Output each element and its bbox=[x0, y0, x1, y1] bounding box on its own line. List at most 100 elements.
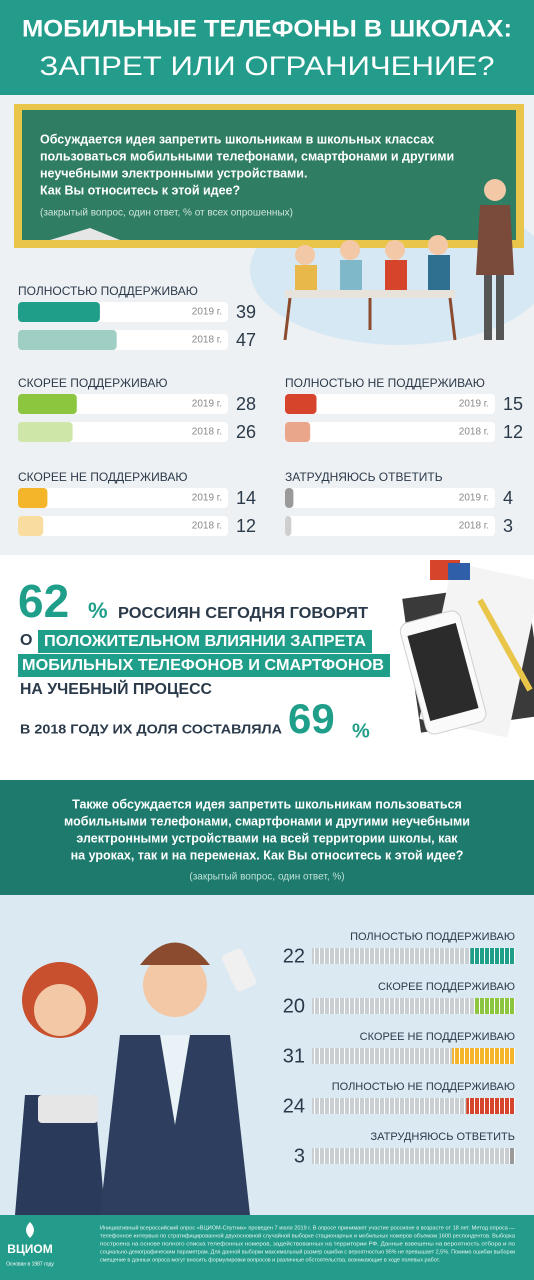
highlight-text: РОССИЯН СЕГОДНЯ ГОВОРЯТ bbox=[118, 605, 368, 622]
decor bbox=[15, 1095, 105, 1215]
segment-overlay bbox=[312, 1098, 515, 1114]
series-label: 2018 г. bbox=[459, 427, 489, 438]
decor bbox=[484, 179, 506, 201]
footer-bg bbox=[0, 1215, 534, 1280]
value-label: 24 bbox=[283, 1095, 305, 1117]
highlight-text: ПОЛОЖИТЕЛЬНОМ ВЛИЯНИИ ЗАПРЕТА bbox=[44, 633, 366, 650]
prior-text: В 2018 ГОДУ ИХ ДОЛЯ СОСТАВЛЯЛА bbox=[20, 721, 283, 736]
series-label: 2018 г. bbox=[192, 521, 222, 532]
prior-value: 69 bbox=[288, 695, 335, 742]
highlight-box bbox=[38, 630, 372, 653]
decor bbox=[476, 205, 514, 275]
bar bbox=[285, 488, 294, 508]
footer-text: социально-демографическим параметрам. Дл… bbox=[100, 1248, 515, 1255]
value-label: 3 bbox=[294, 1145, 305, 1167]
segment-overlay bbox=[312, 1048, 515, 1064]
header-bg bbox=[0, 0, 534, 95]
value-label: 47 bbox=[236, 330, 256, 350]
value-label: 12 bbox=[503, 422, 523, 442]
series-label: 2019 г. bbox=[459, 399, 489, 410]
value-label: 22 bbox=[283, 945, 305, 967]
series-label: 2019 г. bbox=[192, 493, 222, 504]
highlight-text: НА УЧЕБНЫЙ ПРОЦЕСС bbox=[20, 679, 212, 698]
bar bbox=[285, 422, 311, 442]
value-label: 12 bbox=[236, 516, 256, 536]
question-line: пользоваться мобильными телефонами, смар… bbox=[40, 149, 454, 163]
highlight-value: 62 bbox=[18, 575, 69, 627]
footer-text: построена на основе полного списка телеф… bbox=[100, 1240, 515, 1247]
series-label: 2019 г. bbox=[192, 399, 222, 410]
logo-tagline: Основан в 1987 году bbox=[6, 1261, 54, 1267]
value-label: 31 bbox=[283, 1045, 305, 1067]
category-label: СКОРЕЕ НЕ ПОДДЕРЖИВАЮ bbox=[18, 470, 187, 484]
segment-overlay bbox=[312, 948, 515, 964]
series-label: 2018 г. bbox=[192, 335, 222, 346]
decor bbox=[34, 984, 86, 1036]
value-label: 20 bbox=[283, 995, 305, 1017]
question-note: (закрытый вопрос, один ответ, %) bbox=[189, 872, 344, 883]
category-label: ЗАТРУДНЯЮСЬ ОТВЕТИТЬ bbox=[371, 1131, 516, 1143]
decor bbox=[295, 255, 450, 290]
highlight-text: О bbox=[20, 632, 32, 649]
question-note: (закрытый вопрос, один ответ, % от всех … bbox=[40, 208, 293, 219]
bar bbox=[18, 516, 44, 536]
series-label: 2019 г. bbox=[192, 307, 222, 318]
category-label: ЗАТРУДНЯЮСЬ ОТВЕТИТЬ bbox=[285, 470, 443, 484]
bar-track bbox=[18, 516, 228, 536]
segment-overlay bbox=[312, 1148, 515, 1164]
logo-icon bbox=[26, 1222, 34, 1238]
series-label: 2019 г. bbox=[459, 493, 489, 504]
bar bbox=[285, 394, 317, 414]
series-label: 2018 г. bbox=[192, 427, 222, 438]
category-label: ПОЛНОСТЬЮ ПОДДЕРЖИВАЮ bbox=[18, 284, 198, 298]
value-label: 28 bbox=[236, 394, 256, 414]
bar bbox=[18, 330, 117, 350]
question-line: электронными устройствами на всей террит… bbox=[76, 831, 458, 845]
bar bbox=[285, 516, 292, 536]
value-label: 14 bbox=[236, 488, 256, 508]
footer-text: Инициативный всероссийский опрос «ВЦИОМ-… bbox=[100, 1224, 516, 1231]
decor bbox=[140, 942, 210, 965]
decor bbox=[496, 275, 504, 340]
bar bbox=[18, 302, 100, 322]
question-line: Также обсуждается идея запретить школьни… bbox=[72, 797, 462, 811]
board bbox=[22, 110, 516, 240]
value-label: 4 bbox=[503, 488, 513, 508]
decor bbox=[484, 275, 492, 340]
bar-track bbox=[285, 488, 495, 508]
category-label: СКОРЕЕ ПОДДЕРЖИВАЮ bbox=[18, 376, 167, 390]
bar bbox=[18, 488, 48, 508]
decor bbox=[448, 563, 470, 580]
value-label: 15 bbox=[503, 394, 523, 414]
phone bbox=[221, 948, 257, 992]
footer-text: смещение в данных опроса могут вносить ф… bbox=[100, 1257, 440, 1263]
value-label: 39 bbox=[236, 302, 256, 322]
question-line: неучебными электронными устройствами. bbox=[40, 166, 307, 180]
bar-track bbox=[285, 394, 495, 414]
decor bbox=[160, 1035, 190, 1125]
question-bg bbox=[0, 780, 534, 895]
value-label: 26 bbox=[236, 422, 256, 442]
category-label: ПОЛНОСТЬЮ НЕ ПОДДЕРЖИВАЮ bbox=[285, 376, 485, 390]
decor bbox=[283, 297, 457, 341]
category-label: СКОРЕЕ НЕ ПОДДЕРЖИВАЮ bbox=[360, 1031, 515, 1043]
bar bbox=[18, 394, 77, 414]
series-label: 2018 г. bbox=[459, 521, 489, 532]
question-line: Как Вы относитесь к этой идее? bbox=[40, 183, 240, 197]
highlight-text: МОБИЛЬНЫХ ТЕЛЕФОНОВ И СМАРТФОНОВ bbox=[22, 657, 384, 674]
footer-text: телефонное интервью по стратифицированно… bbox=[100, 1232, 515, 1239]
bar bbox=[18, 422, 73, 442]
category-label: ПОЛНОСТЬЮ НЕ ПОДДЕРЖИВАЮ bbox=[332, 1081, 515, 1093]
decor bbox=[143, 953, 207, 1017]
highlight-box bbox=[18, 654, 390, 677]
title: ЗАПРЕТ ИЛИ ОГРАНИЧЕНИЕ? bbox=[40, 51, 495, 81]
highlight-unit: % bbox=[88, 598, 108, 623]
decor bbox=[50, 228, 120, 240]
decor bbox=[295, 235, 448, 265]
category-label: ПОЛНОСТЬЮ ПОДДЕРЖИВАЮ bbox=[350, 931, 515, 943]
bar-track bbox=[285, 422, 495, 442]
decor bbox=[38, 1095, 98, 1123]
segment-overlay bbox=[312, 998, 515, 1014]
question-line: мобильными телефонами, смартфонами и дру… bbox=[64, 814, 470, 828]
